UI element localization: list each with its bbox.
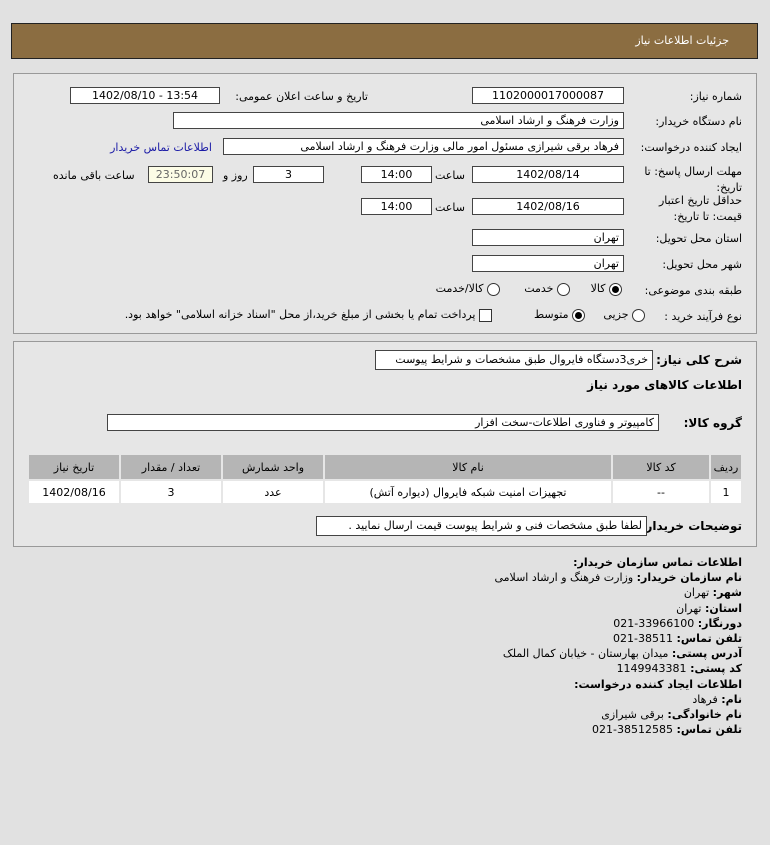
process-option-label: متوسط — [533, 308, 569, 321]
contact-line: کد پستی: 1149943381 — [616, 662, 742, 676]
days-label: روز و — [223, 169, 248, 182]
description-label: شرح کلی نیاز: — [656, 353, 742, 367]
cell-code: -- — [613, 481, 709, 503]
col-qty: تعداد / مقدار — [121, 455, 221, 479]
creator-line: نام خانوادگی: برقی شیرازی — [601, 708, 742, 722]
category-option-label: خدمت — [524, 282, 554, 295]
contact-title: اطلاعات تماس سازمان خریدار: — [573, 556, 742, 569]
description-field[interactable]: خری3دستگاه فایروال طبق مشخصات و شرایط پی… — [375, 350, 653, 370]
radio-selected-icon[interactable] — [572, 308, 585, 322]
contact-line: تلفن تماس: 38511-021 — [613, 632, 742, 646]
creator-field[interactable]: فرهاد برقی شیرازی مسئول امور مالی وزارت … — [223, 138, 624, 155]
buyer-contact-link[interactable]: اطلاعات تماس خریدار — [110, 141, 212, 154]
checkbox-icon[interactable] — [479, 308, 492, 322]
deadline-time-field[interactable]: 14:00 — [361, 166, 432, 183]
province-field[interactable]: تهران — [472, 229, 624, 246]
process-radio-medium[interactable]: متوسط — [534, 308, 585, 322]
group-field[interactable]: کامپیوتر و فناوری اطلاعات-سخت افزار — [107, 414, 659, 431]
deadline-time-label: ساعت — [435, 169, 465, 182]
payment-checkbox-row[interactable]: پرداخت تمام یا بخشی از مبلغ خرید،از محل … — [125, 308, 492, 322]
deadline-date-field[interactable]: 1402/08/14 — [472, 166, 624, 183]
goods-title: اطلاعات کالاهای مورد نیاز — [587, 378, 742, 392]
cell-date: 1402/08/16 — [29, 481, 119, 503]
category-label: طبقه بندی موضوعی: — [644, 284, 742, 297]
process-label: نوع فرآیند خرید : — [664, 310, 742, 323]
remaining-label: ساعت باقی مانده — [53, 169, 135, 182]
city-field[interactable]: تهران — [472, 255, 624, 272]
announce-label: تاریخ و ساعت اعلان عمومی: — [235, 90, 368, 103]
details-panel — [13, 341, 757, 547]
validity-time-field[interactable]: 14:00 — [361, 198, 432, 215]
validity-date-field[interactable]: 1402/08/16 — [472, 198, 624, 215]
cell-unit: عدد — [223, 481, 323, 503]
cell-name: تجهیزات امنیت شبکه فایروال (دیواره آتش) — [325, 481, 611, 503]
province-label: استان محل تحویل: — [655, 232, 742, 245]
creator-line: تلفن تماس: 38512585-021 — [592, 723, 742, 737]
category-radio-service[interactable]: خدمت — [524, 282, 570, 296]
radio-icon[interactable] — [487, 282, 500, 296]
contact-line: استان: تهران — [676, 601, 742, 615]
radio-selected-icon[interactable] — [609, 282, 622, 296]
process-option-label: جزیی — [603, 308, 629, 321]
city-label: شهر محل تحویل: — [662, 258, 742, 271]
cell-row: 1 — [711, 481, 741, 503]
remaining-time-field: 23:50:07 — [148, 166, 213, 183]
creator-line: نام: فرهاد — [692, 692, 742, 706]
validity-time-label: ساعت — [435, 201, 465, 214]
category-radio-both[interactable]: کالا/خدمت — [436, 282, 500, 296]
cell-qty: 3 — [121, 481, 221, 503]
col-code: کد کالا — [613, 455, 709, 479]
days-field[interactable]: 3 — [253, 166, 324, 183]
group-label: گروه کالا: — [683, 416, 742, 430]
contact-line: شهر: تهران — [683, 586, 742, 600]
radio-icon[interactable] — [557, 282, 570, 296]
need-number-field[interactable]: 1102000017000087 — [472, 87, 624, 104]
contact-info: اطلاعات تماس سازمان خریدار: نام سازمان خ… — [494, 555, 742, 737]
announce-field[interactable]: 1402/08/10 - 13:54 — [70, 87, 220, 104]
buyer-org-label: نام دستگاه خریدار: — [655, 115, 742, 128]
col-unit: واحد شمارش — [223, 455, 323, 479]
table-header-row: ردیف کد کالا نام کالا واحد شمارش تعداد /… — [29, 455, 741, 479]
category-option-label: کالا — [590, 282, 606, 295]
contact-line: نام سازمان خریدار: وزارت فرهنگ و ارشاد ا… — [494, 571, 742, 585]
creator-title: اطلاعات ایجاد کننده درخواست: — [574, 677, 742, 691]
category-option-label: کالا/خدمت — [435, 282, 484, 295]
notes-label: توضیحات خریدار: — [640, 519, 742, 533]
table-row: 1 -- تجهیزات امنیت شبکه فایروال (دیواره … — [29, 481, 741, 503]
notes-field[interactable]: لطفا طبق مشخصات فنی و شرایط پیوست قیمت ا… — [316, 516, 647, 536]
radio-icon[interactable] — [632, 308, 645, 322]
goods-table: ردیف کد کالا نام کالا واحد شمارش تعداد /… — [27, 453, 743, 505]
contact-line: دورنگار: 33966100-021 — [613, 616, 742, 630]
page-header: جزئیات اطلاعات نیاز — [11, 23, 758, 59]
category-radio-goods[interactable]: کالا — [591, 282, 622, 296]
col-row: ردیف — [711, 455, 741, 479]
process-radio-minor[interactable]: جزیی — [603, 308, 645, 322]
need-number-label: شماره نیاز: — [689, 90, 742, 103]
col-date: تاریخ نیاز — [29, 455, 119, 479]
payment-note: پرداخت تمام یا بخشی از مبلغ خرید،از محل … — [124, 308, 476, 321]
creator-label: ایجاد کننده درخواست: — [640, 141, 742, 154]
contact-line: آدرس پستی: میدان بهارستان - خیابان کمال … — [502, 647, 742, 661]
deadline-label: مهلت ارسال پاسخ: تا تاریخ: — [644, 165, 742, 194]
col-name: نام کالا — [325, 455, 611, 479]
page-title: جزئیات اطلاعات نیاز — [635, 34, 729, 47]
validity-label: حداقل تاریخ اعتبار قیمت: تا تاریخ: — [658, 194, 742, 223]
buyer-org-field[interactable]: وزارت فرهنگ و ارشاد اسلامی — [173, 112, 624, 129]
